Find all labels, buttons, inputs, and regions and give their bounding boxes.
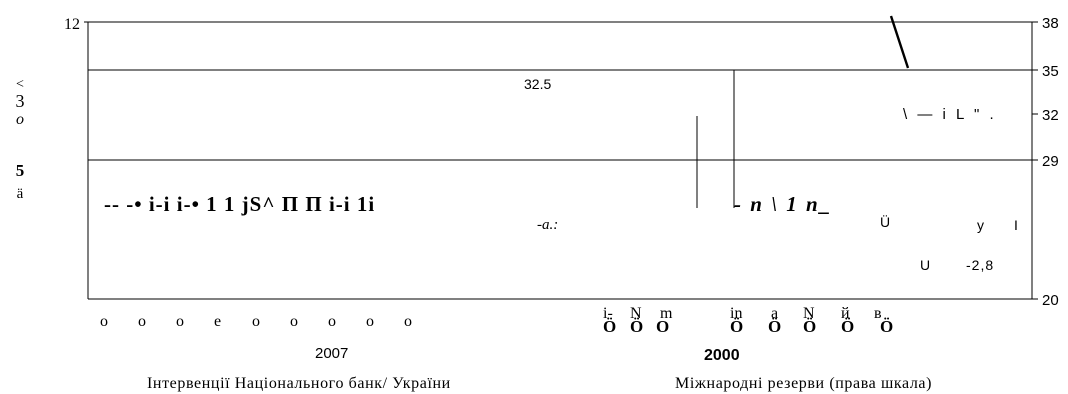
x-tick-mid-bottom-3: Ö — [730, 317, 743, 336]
x-tick-mid-top-7: в — [874, 305, 882, 322]
right-tick-label-32: 32 — [1042, 107, 1059, 124]
x-tick-left-5: o — [290, 313, 298, 330]
x-tick-left-7: o — [366, 313, 374, 330]
legend-right: Міжнародні резерви (права шкала) — [675, 375, 932, 392]
x-tick-mid-bottom-6: Ö — [841, 317, 854, 336]
x-tick-left-3: e — [214, 313, 221, 330]
annotation-right-fragment-3: y — [977, 217, 984, 233]
x-tick-mid-bottom-5: Ö — [803, 317, 816, 336]
left-side-mark-3: o — [16, 111, 24, 128]
x-tick-mid-top-1: N — [630, 305, 642, 322]
left-series-marks: -- -• i-i i-• 1 1 jS^ П П i-i 1i — [104, 192, 375, 216]
right-tick-label-35: 35 — [1042, 63, 1059, 80]
annotation-right-fragment-1: \ — i L " . — [903, 106, 997, 123]
annotation-value-right: -2,8 — [966, 257, 994, 273]
x-tick-left-0: o — [100, 313, 108, 330]
left-side-mark-2: 3 — [16, 91, 25, 111]
x-tick-mid-bottom-0: Ö — [603, 317, 616, 336]
year-label-right: 2000 — [704, 347, 740, 364]
x-tick-left-6: o — [328, 313, 336, 330]
left-side-mark-4: 5 — [16, 161, 25, 180]
left-side-mark-5: ä — [17, 186, 24, 202]
x-tick-mid-bottom-1: Ö — [630, 317, 643, 336]
reserves-line-segment — [889, 15, 910, 69]
right-tick-label-20: 20 — [1042, 292, 1059, 309]
left-axis-top-label: 12 — [64, 16, 80, 33]
x-tick-left-1: o — [138, 313, 146, 330]
right-tick-label-38: 38 — [1042, 15, 1059, 32]
x-tick-mid-top-6: й — [841, 305, 850, 322]
x-tick-left-8: o — [404, 313, 412, 330]
x-tick-mid-bottom-2: O — [656, 317, 669, 336]
annotation-right-fragment-2: Ü — [880, 213, 890, 230]
annotation-right-fragment-5: U — [920, 257, 930, 273]
x-tick-mid-top-0: i- — [603, 305, 613, 322]
annotation-value-top: 32.5 — [524, 76, 551, 92]
x-tick-left-4: o — [252, 313, 260, 330]
right-series-marks: - n \ 1 n_ — [734, 192, 832, 216]
left-series-suffix: -a.: — [537, 217, 558, 233]
x-tick-mid-bottom-4: Ö — [768, 317, 781, 336]
x-tick-mid-top-2: m — [660, 305, 673, 322]
year-label-left: 2007 — [315, 345, 348, 362]
x-tick-left-2: o — [176, 313, 184, 330]
x-tick-mid-top-4: a — [771, 305, 778, 322]
x-tick-mid-bottom-7: Ö — [880, 317, 893, 336]
legend-left: Інтервенції Національного банк/ України — [147, 375, 451, 392]
x-tick-mid-top-5: N — [803, 305, 815, 322]
left-side-mark-1: < — [16, 77, 24, 92]
right-tick-label-29: 29 — [1042, 153, 1059, 170]
annotation-right-fragment-4: I — [1014, 217, 1018, 233]
x-tick-mid-top-3: in — [730, 305, 742, 322]
